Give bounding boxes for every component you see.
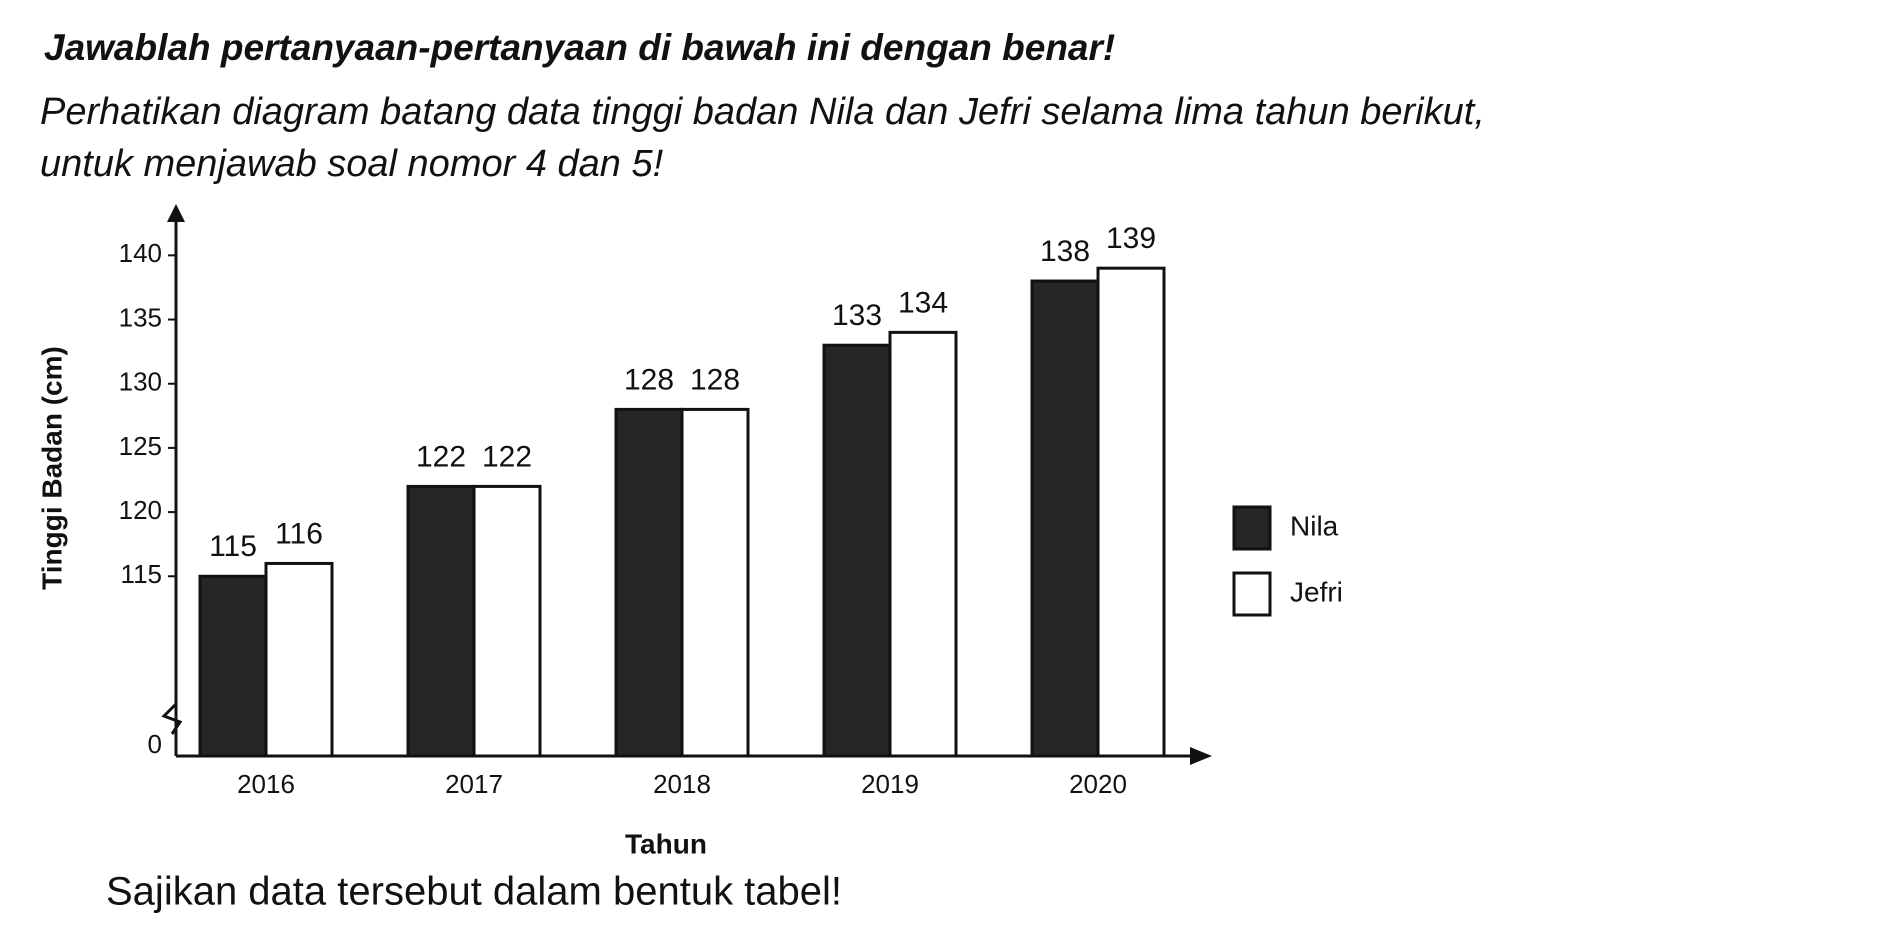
intro-line: Perhatikan diagram batang data tinggi ba… xyxy=(40,91,1485,133)
value-label: 134 xyxy=(898,286,948,319)
y-tick-label: 115 xyxy=(121,559,162,589)
y-tick-label: 0 xyxy=(148,729,162,759)
value-label: 139 xyxy=(1106,222,1156,255)
value-label: 122 xyxy=(416,440,466,473)
y-tick-label: 130 xyxy=(119,367,162,397)
y-tick-label: 140 xyxy=(119,238,162,268)
bar xyxy=(198,574,268,758)
y-tick-label: 135 xyxy=(119,302,162,332)
bar xyxy=(1096,266,1166,758)
value-label: 115 xyxy=(209,530,257,563)
legend-swatch xyxy=(1232,505,1272,551)
y-tick-label: 125 xyxy=(119,431,162,461)
bar xyxy=(680,407,750,758)
intro-line: untuk menjawab soal nomor 4 dan 5! xyxy=(40,143,664,185)
y-axis-title: Tinggi Badan (cm) xyxy=(36,346,67,590)
x-tick-label: 2020 xyxy=(1069,769,1127,799)
legend-label: Jefri xyxy=(1290,576,1343,607)
value-label: 116 xyxy=(275,517,323,550)
value-label: 128 xyxy=(624,363,674,396)
x-tick-label: 2018 xyxy=(653,769,711,799)
bar xyxy=(472,484,542,758)
y-axis-arrow xyxy=(167,204,185,222)
question: Sajikan data tersebut dalam bentuk tabel… xyxy=(106,870,842,914)
x-axis-arrow xyxy=(1190,747,1212,765)
axis-break xyxy=(161,702,183,735)
value-label: 133 xyxy=(832,299,882,332)
legend-swatch xyxy=(1232,571,1272,617)
legend-label: Nila xyxy=(1290,510,1339,541)
bar xyxy=(888,330,958,758)
value-label: 128 xyxy=(690,363,740,396)
value-label: 138 xyxy=(1040,235,1090,268)
value-label: 122 xyxy=(482,440,532,473)
x-tick-label: 2016 xyxy=(237,769,295,799)
bar xyxy=(1030,279,1100,758)
bar xyxy=(614,407,684,758)
x-tick-label: 2017 xyxy=(445,769,503,799)
y-tick-label: 120 xyxy=(119,495,162,525)
bar xyxy=(264,561,334,758)
bar xyxy=(406,484,476,758)
x-axis-title: Tahun xyxy=(625,828,707,859)
bar xyxy=(822,343,892,758)
x-tick-label: 2019 xyxy=(861,769,919,799)
instruction: Jawablah pertanyaan-pertanyaan di bawah … xyxy=(44,27,1115,68)
